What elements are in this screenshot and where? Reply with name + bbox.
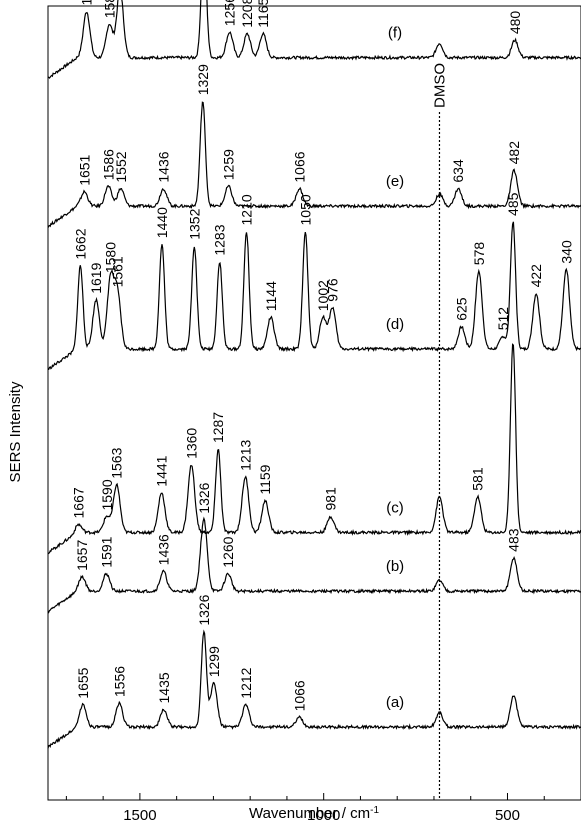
series-label: (e) — [386, 173, 404, 190]
peak-label: 581 — [470, 467, 486, 491]
series-label: (c) — [386, 499, 404, 516]
peak-label: 981 — [323, 487, 339, 511]
peak-label: 1435 — [156, 672, 172, 703]
spectrum-line-3 — [47, 343, 581, 555]
x-axis: 1500 1000 500 — [65, 793, 545, 824]
peak-label: 1329 — [195, 64, 211, 95]
peak-label: 1066 — [291, 151, 307, 182]
peak-label: 634 — [450, 159, 466, 183]
x-axis-label-superscript: -1 — [370, 805, 379, 816]
peak-label: 340 — [558, 240, 574, 264]
peak-label: 1583 — [101, 0, 117, 18]
peak-label: 1299 — [206, 646, 222, 677]
peak-label: 1563 — [109, 447, 125, 478]
peak-label: 578 — [471, 242, 487, 266]
peak-label: 1436 — [155, 534, 171, 565]
peak-label: 1260 — [220, 536, 236, 567]
peak-label: 1645 — [79, 0, 95, 6]
peak-label: 1586 — [100, 149, 116, 180]
peak-label: 1580 — [102, 242, 118, 273]
dmso-reference: DMSO — [431, 63, 448, 800]
series-label: (a) — [386, 694, 404, 711]
peak-label: 1619 — [88, 262, 104, 293]
y-axis-label: SERS Intensity — [7, 381, 24, 482]
peak-label: 1352 — [186, 208, 202, 239]
x-axis-label: Wavenumber / cm-1 — [249, 805, 379, 823]
peak-label: 1287 — [210, 412, 226, 443]
spectra-series — [47, 0, 581, 749]
spectrum-line-0 — [47, 0, 581, 79]
x-tick-label-500: 500 — [495, 807, 520, 824]
peak-label: 1002 — [315, 280, 331, 311]
plot-frame — [47, 5, 581, 801]
peak-label: 625 — [454, 297, 470, 321]
x-tick-label-1500: 1500 — [123, 807, 156, 824]
peak-label: 1210 — [238, 194, 254, 225]
series-label: (b) — [386, 558, 404, 575]
peak-label: 1436 — [155, 151, 171, 182]
peak-label: 976 — [325, 278, 341, 302]
peak-label: 1213 — [237, 439, 253, 470]
peak-label: 1208 — [239, 0, 255, 28]
peak-label: 422 — [528, 264, 544, 288]
x-tick-label-1000: 1000 — [307, 807, 340, 824]
peak-labels: (f)1645158315541326125612081165480(e)165… — [71, 0, 575, 711]
peak-label: 1259 — [220, 149, 236, 180]
peak-label: 1651 — [76, 154, 92, 185]
spectrum-line-2 — [47, 221, 581, 371]
peak-label: 482 — [506, 141, 522, 165]
peak-label: 485 — [505, 192, 521, 216]
spectrum-line-1 — [47, 101, 581, 229]
peak-label: 1159 — [257, 464, 273, 494]
peak-label: 1050 — [297, 194, 313, 225]
spectrum-line-4 — [47, 516, 581, 614]
series-label: (d) — [386, 316, 404, 333]
peak-label: 483 — [506, 528, 522, 552]
x-axis-label-text: Wavenumber / cm — [249, 805, 370, 822]
peak-label: 512 — [495, 307, 511, 331]
peak-label: 1326 — [196, 482, 212, 513]
peak-label: 1655 — [75, 667, 91, 698]
peak-label: 480 — [507, 11, 523, 35]
peak-label: 1556 — [111, 666, 127, 697]
peak-label: 1440 — [154, 207, 170, 238]
peak-label: 1591 — [98, 536, 114, 567]
spectrum-line-5 — [47, 629, 581, 749]
peak-label: 1552 — [113, 151, 129, 182]
peak-label: 1667 — [71, 487, 87, 518]
peak-label: 1441 — [154, 455, 170, 486]
peak-label: 1590 — [99, 479, 115, 510]
dmso-label: DMSO — [431, 63, 448, 108]
peak-label: 1662 — [72, 228, 88, 259]
peak-label: 1165 — [255, 0, 271, 28]
peak-label: 1066 — [291, 680, 307, 711]
peak-label: 1561 — [109, 256, 125, 287]
peak-label: 1283 — [212, 224, 228, 255]
peak-label: 1212 — [238, 667, 254, 698]
peak-label: 1256 — [222, 0, 238, 26]
peak-label: 1144 — [263, 281, 279, 311]
peak-label: 1326 — [196, 594, 212, 625]
series-label: (f) — [388, 25, 402, 42]
peak-label: 1657 — [74, 540, 90, 571]
peak-label: 1360 — [183, 428, 199, 459]
